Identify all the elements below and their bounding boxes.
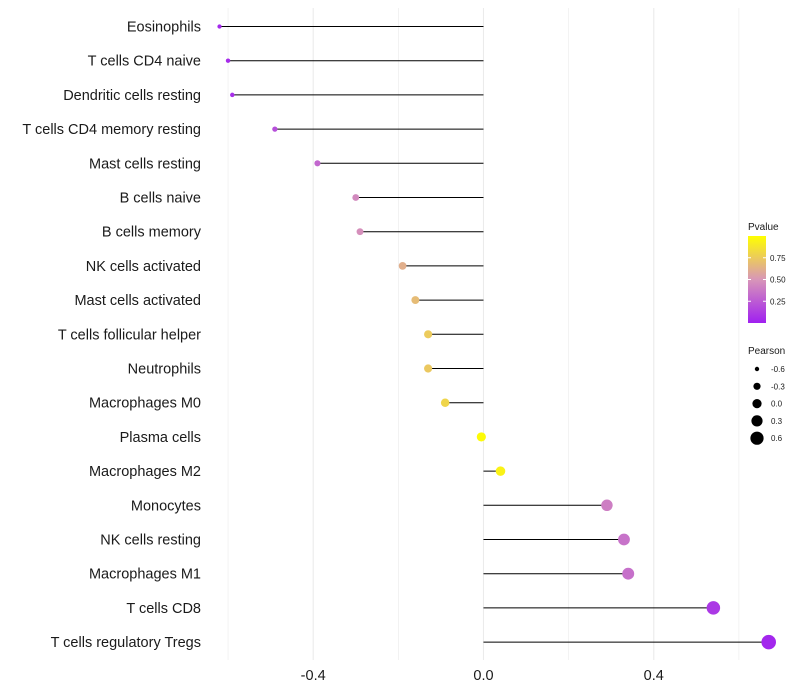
y-tick-label-eosinophils: Eosinophils — [127, 20, 201, 36]
y-tick-label-dendritic-cells-resting: Dendritic cells resting — [63, 88, 201, 104]
y-tick-label-macrophages-m2: Macrophages M2 — [89, 464, 201, 480]
point-macrophages-m0 — [440, 398, 450, 407]
size-legend-key-0-6 — [750, 431, 764, 445]
y-tick-label-t-cells-cd8: T cells CD8 — [126, 601, 201, 617]
size-legend-label-0-6: -0.6 — [771, 365, 785, 374]
color-legend-label-0-75: 0.75 — [770, 254, 786, 263]
size-legend-key-0-3 — [751, 415, 763, 427]
y-tick-label-t-cells-follicular-helper: T cells follicular helper — [58, 327, 201, 343]
size-legend-label-0-6: 0.6 — [771, 434, 783, 443]
color-legend-label-0-25: 0.25 — [770, 297, 786, 306]
point-mast-cells-resting — [314, 160, 321, 167]
y-tick-label-b-cells-naive: B cells naive — [120, 191, 201, 207]
y-tick-label-macrophages-m1: Macrophages M1 — [89, 567, 201, 583]
point-macrophages-m2 — [495, 466, 506, 476]
color-legend-label-0-50: 0.50 — [770, 276, 786, 285]
point-mast-cells-activated — [411, 296, 420, 305]
x-tick-label-0-4: 0.4 — [644, 668, 664, 684]
y-tick-label-t-cells-regulatory-tregs: T cells regulatory Tregs — [51, 635, 201, 651]
size-legend-title: Pearson — [748, 346, 785, 357]
y-tick-label-b-cells-memory: B cells memory — [102, 225, 202, 241]
y-tick-label-macrophages-m0: Macrophages M0 — [89, 396, 201, 412]
size-legend-label-0-3: -0.3 — [771, 382, 785, 391]
size-legend-label-0-3: 0.3 — [771, 417, 783, 426]
point-t-cells-cd4-memory-resting — [272, 126, 278, 132]
point-eosinophils — [217, 24, 222, 29]
x-tick-label-0-0: 0.0 — [473, 668, 493, 684]
point-neutrophils — [424, 364, 433, 373]
mark-layer — [217, 24, 776, 650]
point-macrophages-m1 — [622, 567, 635, 580]
size-legend-key-0-6 — [754, 366, 760, 372]
point-t-cells-cd8 — [706, 601, 721, 615]
color-legend-title: Pvalue — [748, 222, 779, 233]
y-tick-label-t-cells-cd4-naive: T cells CD4 naive — [88, 54, 201, 70]
grid-layer — [227, 8, 740, 660]
point-nk-cells-resting — [618, 533, 630, 546]
point-t-cells-cd4-naive — [225, 58, 231, 63]
legend-layer: Pvalue 0.25 0.50 0.75 Pearson -0.6 -0.3 0.0 0.3 0… — [748, 222, 786, 445]
color-legend-bar — [748, 236, 766, 323]
x-tick-label-0-4: -0.4 — [301, 668, 326, 684]
size-legend-label-0-0: 0.0 — [771, 400, 783, 409]
point-t-cells-regulatory-tregs — [761, 634, 776, 650]
axis-layer: Eosinophils T cells CD4 naive Dendritic ce… — [22, 20, 663, 685]
point-t-cells-follicular-helper — [424, 330, 433, 339]
size-legend-key-0-0 — [752, 399, 762, 409]
y-tick-label-nk-cells-resting: NK cells resting — [100, 533, 201, 549]
point-nk-cells-activated — [398, 262, 407, 270]
y-tick-label-plasma-cells: Plasma cells — [120, 430, 201, 446]
y-tick-label-monocytes: Monocytes — [131, 498, 201, 514]
y-tick-label-nk-cells-activated: NK cells activated — [86, 259, 201, 275]
size-legend-key-0-3 — [753, 382, 761, 390]
point-plasma-cells — [476, 432, 486, 442]
point-b-cells-naive — [352, 194, 360, 201]
y-tick-label-mast-cells-resting: Mast cells resting — [89, 156, 201, 172]
y-tick-label-t-cells-cd4-memory-resting: T cells CD4 memory resting — [22, 122, 201, 138]
point-monocytes — [601, 499, 613, 512]
point-b-cells-memory — [356, 228, 364, 236]
y-tick-label-mast-cells-activated: Mast cells activated — [74, 293, 201, 309]
point-dendritic-cells-resting — [230, 92, 235, 98]
y-tick-label-neutrophils: Neutrophils — [128, 362, 201, 378]
